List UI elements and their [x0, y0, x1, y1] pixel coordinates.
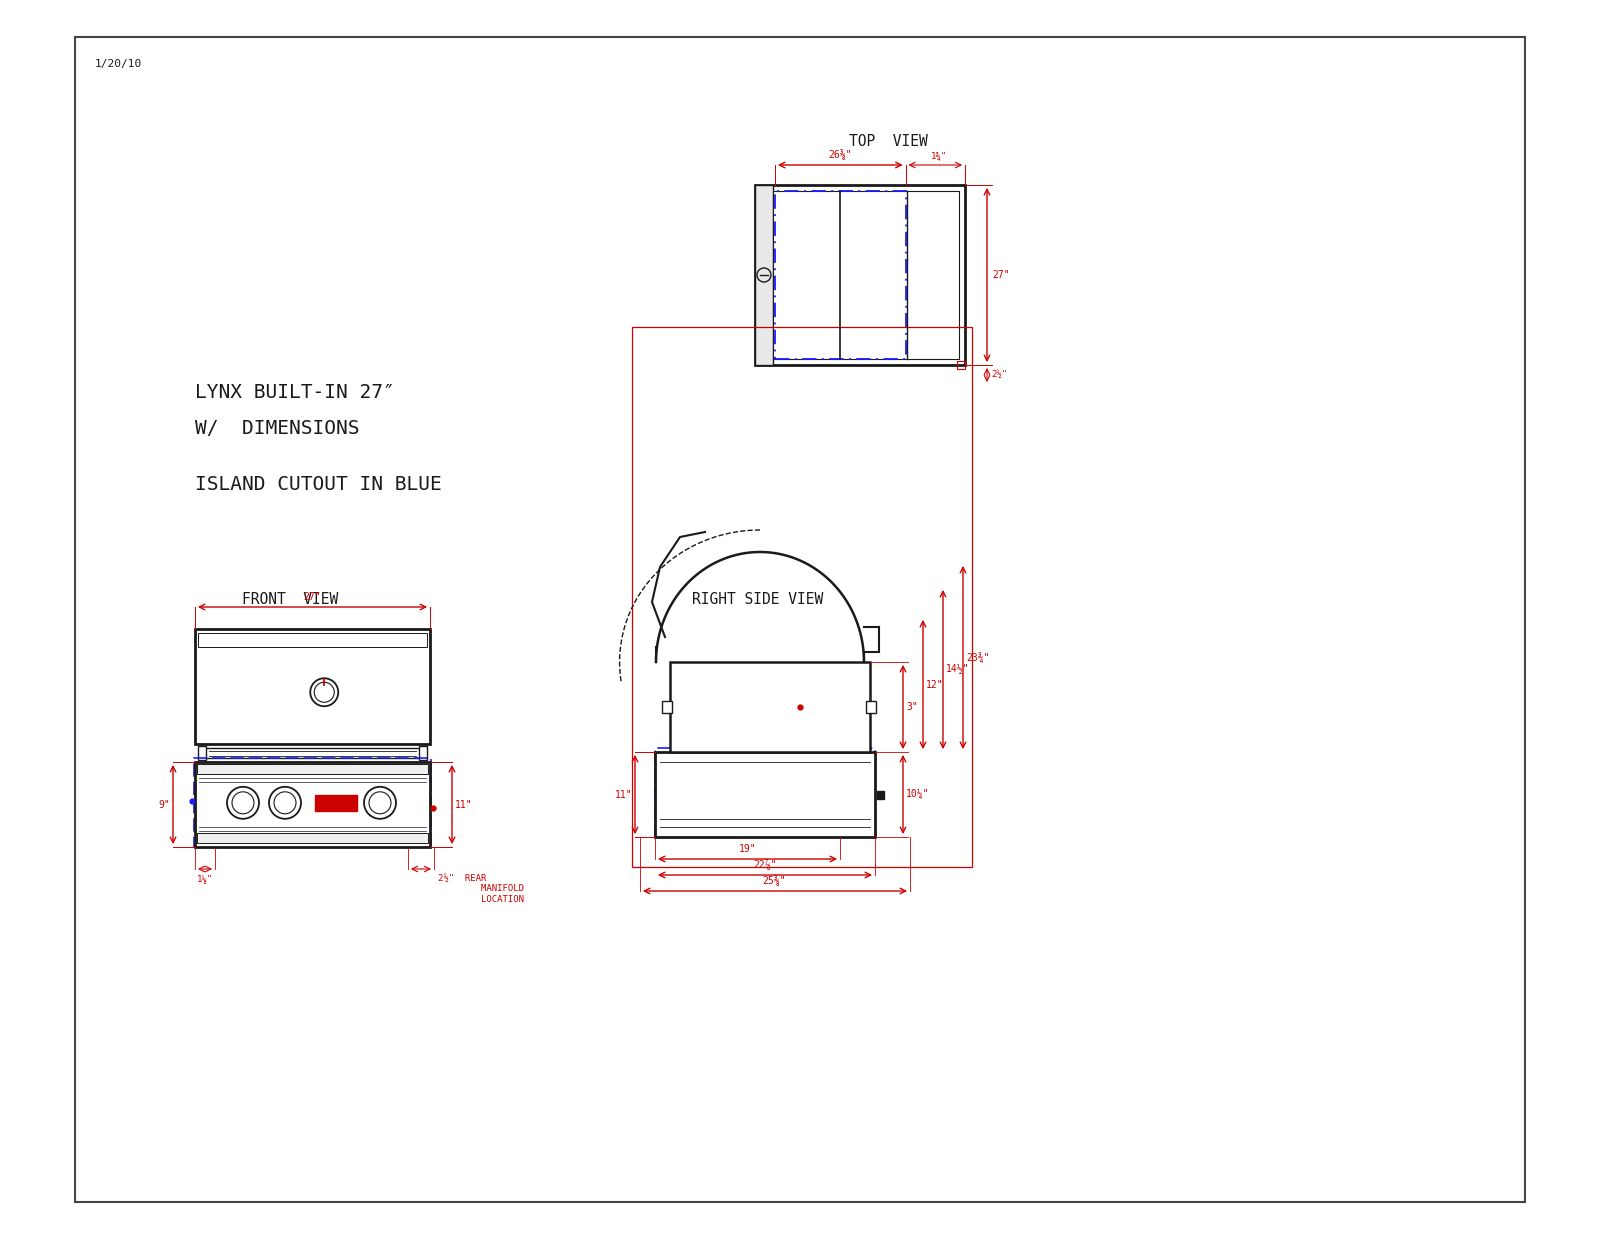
Text: 10¼": 10¼": [906, 789, 930, 799]
Text: 11": 11": [614, 789, 632, 799]
Bar: [198, 633, 427, 647]
Text: 1/20/10: 1/20/10: [94, 59, 142, 69]
Bar: [957, 361, 965, 369]
Text: 2½"  REAR
        MANIFOLD
        LOCATION: 2½" REAR MANIFOLD LOCATION: [438, 875, 525, 904]
Text: 3": 3": [906, 703, 918, 713]
Text: RIGHT SIDE VIEW: RIGHT SIDE VIEW: [693, 591, 824, 606]
Text: W/  DIMENSIONS: W/ DIMENSIONS: [195, 419, 360, 438]
Text: 11": 11": [454, 799, 472, 809]
Text: 25⅜": 25⅜": [763, 876, 786, 886]
Bar: [194, 758, 430, 847]
Bar: [774, 190, 906, 359]
Bar: [195, 762, 430, 847]
Text: 22⅞": 22⅞": [754, 860, 776, 870]
Text: 27": 27": [992, 270, 1010, 280]
Bar: [315, 795, 357, 810]
Bar: [195, 628, 430, 743]
Text: ISLAND CUTOUT IN BLUE: ISLAND CUTOUT IN BLUE: [195, 475, 442, 495]
Text: 1¾": 1¾": [931, 151, 947, 160]
Bar: [654, 748, 875, 837]
Text: TOP  VIEW: TOP VIEW: [848, 135, 928, 150]
Bar: [198, 746, 206, 760]
Text: LYNX BUILT-IN 27″: LYNX BUILT-IN 27″: [195, 382, 395, 402]
Text: 19": 19": [739, 844, 757, 854]
Bar: [632, 327, 973, 867]
Text: 12": 12": [926, 679, 944, 689]
Text: 26⅜": 26⅜": [829, 150, 853, 160]
Text: 23¾": 23¾": [966, 652, 989, 663]
Text: 9": 9": [158, 799, 170, 809]
Bar: [419, 746, 427, 760]
Text: FRONT  VIEW: FRONT VIEW: [242, 591, 338, 606]
Bar: [197, 833, 429, 842]
Bar: [877, 790, 883, 799]
Bar: [670, 662, 870, 752]
Bar: [755, 186, 965, 365]
Text: 2½": 2½": [990, 371, 1006, 380]
Bar: [755, 186, 773, 365]
Text: 1⅛": 1⅛": [197, 875, 213, 883]
Bar: [773, 190, 958, 359]
Text: 14½": 14½": [946, 664, 970, 674]
Bar: [866, 701, 877, 713]
Text: 27": 27": [304, 593, 322, 602]
Bar: [197, 764, 429, 774]
Bar: [662, 701, 672, 713]
Bar: [654, 752, 875, 837]
Bar: [202, 748, 424, 758]
